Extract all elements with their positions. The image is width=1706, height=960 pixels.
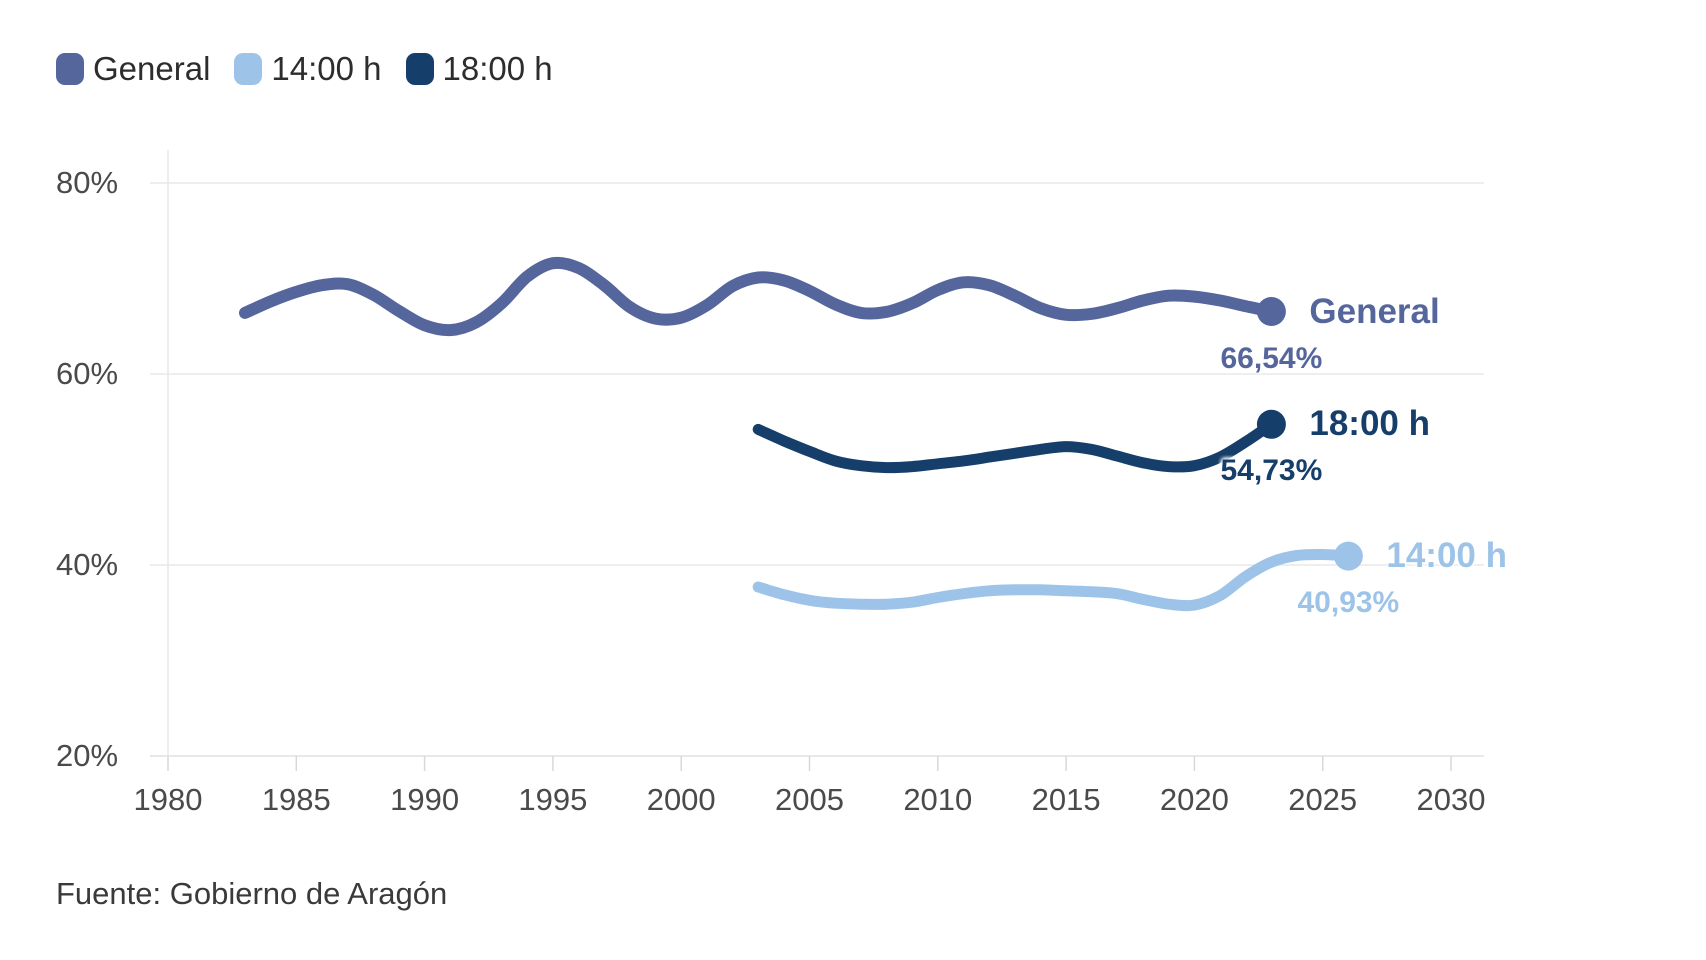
legend-item-1800: 18:00 h	[405, 50, 553, 87]
series-line-1400h	[752, 548, 1354, 612]
legend-swatch-1400	[234, 52, 263, 85]
legend-swatch-1800	[405, 52, 434, 85]
series-label-1400: 14:00 h	[1386, 536, 1507, 576]
source-note: Fuente: Gobierno de Aragón	[56, 876, 448, 911]
x-axis-label: 2005	[775, 782, 844, 817]
legend-label-1800: 18:00 h	[442, 50, 553, 87]
legend-label-general: General	[93, 50, 211, 87]
x-axis-label: 2025	[1288, 782, 1358, 817]
y-axis-label: 20%	[56, 738, 119, 773]
x-axis-label: 1980	[133, 782, 203, 817]
series-end-dot-general	[1256, 297, 1286, 326]
series-value-1800: 54,73%	[1220, 454, 1323, 488]
x-axis-label: 1985	[261, 782, 331, 817]
x-axis-label: 2015	[1031, 782, 1101, 817]
x-axis-label: 1990	[390, 782, 460, 817]
series-line-general	[239, 256, 1278, 337]
y-axis-label: 40%	[56, 547, 119, 582]
x-axis-label: 2000	[646, 782, 716, 817]
series-value-1400: 40,93%	[1297, 586, 1400, 620]
series-end-dot-1400h	[1333, 541, 1363, 571]
legend-item-general: General	[56, 52, 210, 85]
series-label-general: General	[1309, 291, 1440, 331]
x-axis-label: 1995	[518, 782, 588, 817]
series-end-dot-1800h	[1256, 409, 1286, 439]
x-axis-label: 2010	[903, 782, 973, 817]
y-axis-label: 80%	[56, 165, 119, 200]
legend: General 14:00 h 18:00 h	[56, 52, 553, 85]
legend-label-1400: 14:00 h	[271, 50, 382, 87]
series-line-1800h	[752, 418, 1277, 474]
series-label-1800: 18:00 h	[1309, 404, 1430, 444]
series-value-general: 66,54%	[1220, 341, 1323, 375]
y-axis-label: 60%	[56, 356, 119, 391]
x-axis-label: 2030	[1416, 782, 1486, 817]
legend-swatch-general	[56, 52, 84, 85]
legend-item-1400: 14:00 h	[234, 50, 382, 87]
x-axis-label: 2020	[1159, 782, 1229, 817]
